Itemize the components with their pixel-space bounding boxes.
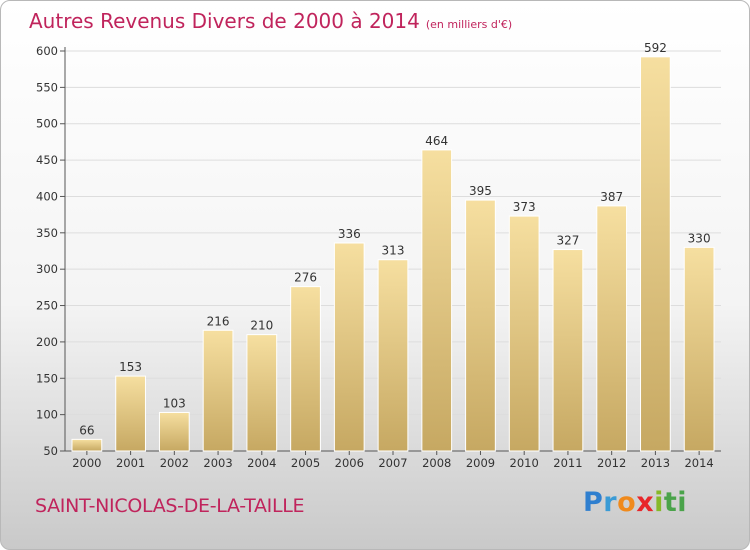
logo-letter: r bbox=[603, 487, 618, 518]
bar bbox=[246, 334, 278, 452]
x-tick-label: 2008 bbox=[422, 456, 451, 470]
logo-letter: i bbox=[654, 487, 664, 518]
x-tick-label: 2004 bbox=[247, 456, 276, 470]
logo-letter: x bbox=[636, 487, 655, 518]
y-tick-label: 250 bbox=[36, 299, 58, 313]
data-label: 387 bbox=[600, 190, 623, 204]
y-tick-label: 350 bbox=[36, 226, 58, 240]
data-label: 313 bbox=[382, 244, 405, 258]
logo-letter: o bbox=[617, 487, 637, 518]
bar bbox=[596, 205, 628, 452]
data-label: 210 bbox=[250, 319, 273, 333]
data-label: 336 bbox=[338, 227, 361, 241]
x-tick-label: 2002 bbox=[160, 456, 189, 470]
bar bbox=[158, 411, 190, 452]
y-tick-label: 550 bbox=[36, 80, 58, 94]
bar bbox=[333, 242, 365, 452]
y-tick-label: 600 bbox=[36, 44, 58, 58]
bar bbox=[421, 149, 453, 452]
y-tick-label: 200 bbox=[36, 335, 58, 349]
y-tick-label: 400 bbox=[36, 189, 58, 203]
x-tick-label: 2013 bbox=[641, 456, 670, 470]
y-tick-label: 50 bbox=[43, 444, 58, 458]
data-label: 66 bbox=[79, 423, 94, 437]
data-label: 216 bbox=[207, 314, 230, 328]
y-tick-label: 300 bbox=[36, 262, 58, 276]
chart-title: Autres Revenus Divers de 2000 à 2014 (en … bbox=[29, 9, 512, 33]
x-tick-label: 2003 bbox=[203, 456, 232, 470]
logo-letter: P bbox=[583, 487, 604, 518]
data-label: 373 bbox=[513, 200, 536, 214]
bar bbox=[202, 329, 234, 452]
x-tick-label: 2005 bbox=[291, 456, 320, 470]
bar bbox=[640, 56, 671, 452]
data-label: 592 bbox=[644, 41, 667, 55]
x-tick-label: 2000 bbox=[72, 456, 101, 470]
data-label: 276 bbox=[294, 271, 317, 285]
proxiti-logo: Proxiti bbox=[583, 487, 687, 518]
city-name: SAINT-NICOLAS-DE-LA-TAILLE bbox=[35, 495, 305, 517]
bar bbox=[290, 286, 321, 452]
data-label: 330 bbox=[688, 231, 711, 245]
y-tick-label: 500 bbox=[36, 117, 58, 131]
x-tick-label: 2007 bbox=[378, 456, 407, 470]
bar bbox=[115, 375, 146, 452]
data-label: 464 bbox=[425, 134, 448, 148]
bar bbox=[71, 438, 103, 452]
y-tick-label: 450 bbox=[36, 153, 58, 167]
x-tick-label: 2011 bbox=[553, 456, 582, 470]
data-label: 327 bbox=[556, 234, 579, 248]
chart-unit: (en milliers d'€) bbox=[425, 18, 513, 31]
x-tick-label: 2006 bbox=[335, 456, 364, 470]
chart-title-text: Autres Revenus Divers de 2000 à 2014 bbox=[29, 9, 420, 33]
y-tick-label: 100 bbox=[36, 408, 58, 422]
data-label: 153 bbox=[119, 360, 142, 374]
bar bbox=[683, 246, 715, 452]
bar bbox=[508, 215, 540, 452]
x-tick-label: 2001 bbox=[116, 456, 145, 470]
x-tick-label: 2010 bbox=[510, 456, 539, 470]
x-tick-label: 2009 bbox=[466, 456, 495, 470]
x-tick-label: 2014 bbox=[684, 456, 713, 470]
y-tick-label: 150 bbox=[36, 371, 58, 385]
data-label: 103 bbox=[163, 396, 186, 410]
bar bbox=[465, 199, 496, 452]
logo-letter: ti bbox=[663, 487, 688, 518]
x-tick-label: 2012 bbox=[597, 456, 626, 470]
data-label: 395 bbox=[469, 184, 492, 198]
bar bbox=[377, 259, 409, 452]
bar bbox=[552, 249, 584, 452]
